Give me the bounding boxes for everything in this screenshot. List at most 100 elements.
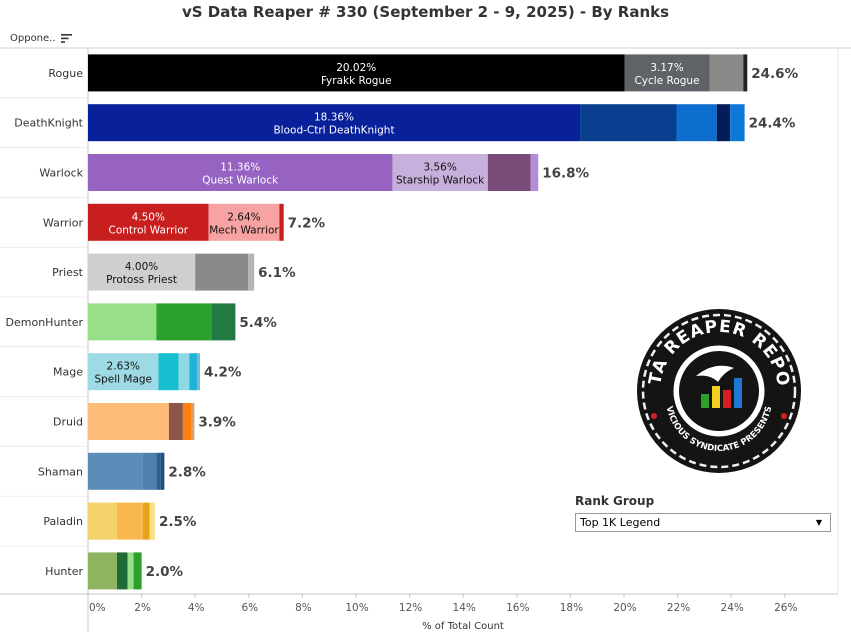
total-label: 5.4% (239, 315, 277, 331)
bar-segment[interactable] (142, 502, 150, 540)
bar-row-deathknight: DeathKnight 18.36%Blood-Ctrl DeathKnight 2… (0, 97, 796, 142)
bar-segment[interactable] (88, 452, 143, 490)
category-label: Priest (52, 266, 84, 279)
bar-segment[interactable] (487, 154, 531, 191)
segment-percent-label: 20.02% (336, 62, 376, 74)
category-label: Warlock (39, 167, 83, 180)
segment-archetype-label: Cycle Rogue (634, 75, 699, 87)
row-header[interactable]: Oppone.. (10, 33, 72, 44)
bar-segment[interactable] (530, 154, 539, 191)
bar-segment[interactable] (716, 104, 731, 142)
bar-segment[interactable] (197, 353, 201, 391)
x-tick-label: 22% (667, 602, 690, 614)
x-tick-label: 2% (134, 602, 151, 614)
total-label: 16.8% (542, 166, 589, 182)
bar-row-rogue: Rogue 20.02%Fyrakk Rogue 3.17%Cycle Rogue 2… (48, 54, 799, 92)
x-axis-title: % of Total Count (422, 621, 504, 632)
total-label: 4.2% (204, 365, 242, 381)
x-tick-label: 8% (295, 602, 312, 614)
bar-segment[interactable] (88, 54, 625, 92)
bar-segment[interactable] (88, 203, 209, 241)
bar-segment[interactable] (182, 403, 192, 440)
rank-group-dropdown[interactable]: Top 1K Legend ▼ (575, 513, 831, 532)
bar-row-demonhunter: DemonHunter 5.4% (0, 296, 277, 341)
x-tick-label: 12% (399, 602, 422, 614)
category-label: Hunter (45, 565, 83, 578)
x-tick-label: 0% (89, 602, 106, 614)
segment-percent-label: 18.36% (314, 112, 354, 124)
bar-row-warlock: Warlock 11.36%Quest Warlock 3.56%Starship … (0, 147, 590, 191)
bar-segment[interactable] (116, 552, 128, 590)
bar-segment[interactable] (189, 353, 198, 391)
bar-row-warrior: Warrior 4.50%Control Warrior 2.64%Mech War… (0, 196, 326, 241)
bar-segment[interactable] (127, 552, 134, 590)
category-label: Paladin (43, 515, 83, 528)
bar-segment[interactable] (195, 253, 249, 291)
bar-row-paladin: Paladin 2.5% (0, 495, 197, 540)
bar-segment[interactable] (392, 154, 488, 191)
bar-segment[interactable] (142, 452, 157, 490)
bar-segment[interactable] (88, 502, 117, 540)
total-label: 3.9% (198, 415, 236, 431)
bar-segment[interactable] (211, 303, 236, 341)
category-label: DeathKnight (14, 117, 83, 130)
x-tick-label: 26% (774, 602, 797, 614)
bar-segment[interactable] (743, 54, 748, 92)
category-label: Rogue (48, 67, 83, 80)
bar-row-druid: Druid 3.9% (0, 396, 236, 440)
total-label: 7.2% (288, 215, 326, 231)
bar-segment[interactable] (88, 154, 393, 191)
bar-segment[interactable] (88, 552, 117, 590)
total-label: 24.4% (749, 116, 796, 132)
bar-segment[interactable] (730, 104, 745, 142)
x-axis-ticks: 0% 2% 4% 6% 8% 10% 12% 14% 16% 18% 20% 22% 24% 26% (87, 594, 797, 614)
chart-title: vS Data Reaper # 330 (September 2 - 9, 2… (181, 3, 670, 21)
segment-percent-label: 4.00% (125, 261, 158, 273)
bar-segment[interactable] (279, 203, 284, 241)
bar-segment[interactable] (156, 303, 212, 341)
bar-segment[interactable] (88, 303, 157, 341)
dropdown-arrow-icon: ▼ (815, 518, 822, 527)
segment-archetype-label: Mech Warrior (209, 224, 279, 236)
category-label: Druid (53, 416, 83, 429)
total-label: 2.5% (159, 514, 197, 530)
bar-segment[interactable] (168, 403, 183, 440)
bar-segment[interactable] (191, 403, 195, 440)
bar-row-shaman: Shaman 2.8% (0, 445, 206, 490)
bar-segment[interactable] (149, 502, 155, 540)
bar-row-priest: Priest 4.00%Protoss Priest 6.1% (0, 246, 296, 291)
segment-percent-label: 3.17% (650, 62, 683, 74)
category-label: DemonHunter (6, 316, 84, 329)
bar-segment[interactable] (88, 253, 196, 291)
bar-segment[interactable] (624, 54, 710, 92)
category-label: Warrior (43, 216, 84, 229)
segment-percent-label: 4.50% (132, 211, 165, 223)
logo-chart-icon (696, 365, 742, 408)
bar-segment[interactable] (116, 502, 143, 540)
category-label: Mage (53, 366, 83, 379)
segment-archetype-label: Control Warrior (109, 224, 189, 236)
bar-segment[interactable] (88, 104, 581, 142)
bar-segment[interactable] (133, 552, 142, 590)
bar-segment[interactable] (676, 104, 717, 142)
bar-segment[interactable] (156, 452, 161, 490)
total-label: 2.0% (146, 564, 184, 580)
bar-segment[interactable] (88, 353, 159, 391)
bar-segment[interactable] (709, 54, 744, 92)
bar-segment[interactable] (158, 353, 179, 391)
rank-group-filter: Rank Group Top 1K Legend ▼ (575, 494, 831, 532)
data-reaper-logo: DATA REAPER REPORT VICIOUS SYNDICATE PRE… (634, 306, 801, 473)
segment-percent-label: 2.63% (107, 361, 140, 373)
bar-segment[interactable] (160, 452, 165, 490)
total-label: 2.8% (168, 464, 206, 480)
bar-segment[interactable] (178, 353, 190, 391)
bar-segment[interactable] (208, 203, 280, 241)
segment-percent-label: 3.56% (423, 162, 456, 174)
bar-segment[interactable] (88, 403, 169, 440)
rank-group-label: Rank Group (575, 494, 655, 508)
bar-segment[interactable] (580, 104, 677, 142)
sort-icon[interactable] (60, 34, 72, 43)
bar-segment[interactable] (248, 253, 255, 291)
x-tick-label: 14% (453, 602, 476, 614)
